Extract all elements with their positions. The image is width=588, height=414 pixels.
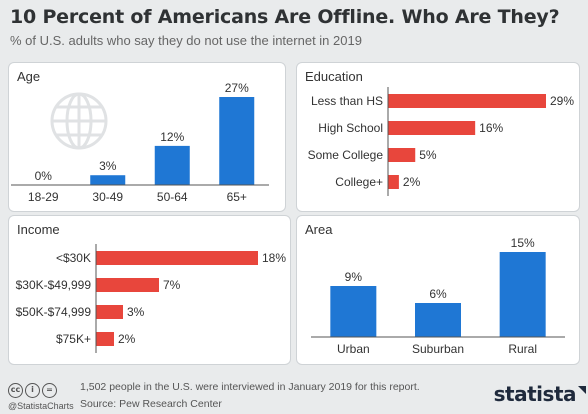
value-label: 3% bbox=[99, 159, 117, 173]
statista-handle[interactable]: @StatistaCharts bbox=[8, 401, 74, 411]
statista-logo-mark bbox=[578, 386, 586, 394]
value-label: 3% bbox=[127, 305, 145, 319]
category-label: Less than HS bbox=[311, 94, 383, 108]
value-label: 27% bbox=[225, 81, 249, 95]
bar bbox=[330, 286, 377, 337]
bar bbox=[154, 145, 190, 185]
bar bbox=[388, 175, 399, 189]
globe-icon bbox=[50, 92, 108, 150]
cc-icon[interactable]: cc bbox=[8, 383, 23, 398]
value-label: 2% bbox=[118, 332, 136, 346]
footer: cc i = @StatistaCharts 1,502 people in the… bbox=[0, 372, 588, 414]
category-label: 30-49 bbox=[92, 190, 123, 204]
source-text: Source: Pew Research Center bbox=[80, 398, 222, 410]
panel-title-income: Income bbox=[17, 222, 60, 237]
value-label: 16% bbox=[479, 121, 503, 135]
category-label: $75K+ bbox=[56, 332, 91, 346]
license-icons: cc i = bbox=[8, 379, 59, 398]
income-panel: Income <$30K 18% $30K-$49,999 7% $50K-$74,99… bbox=[8, 215, 291, 365]
chart-subtitle: % of U.S. adults who say they do not use… bbox=[10, 33, 362, 48]
area-panel: Area 9% Urban 6% Suburban 15% Rural bbox=[296, 215, 580, 365]
bar bbox=[96, 278, 159, 292]
statista-logo[interactable]: statista bbox=[493, 382, 577, 406]
survey-note: 1,502 people in the U.S. were interviewe… bbox=[80, 381, 420, 393]
panel-title-age: Age bbox=[17, 69, 41, 84]
category-label: 50-64 bbox=[157, 190, 188, 204]
bar bbox=[388, 94, 546, 108]
bar bbox=[96, 332, 114, 346]
bar bbox=[499, 252, 546, 337]
info-icon[interactable]: i bbox=[25, 383, 40, 398]
equals-icon[interactable]: = bbox=[42, 383, 57, 398]
education-panel: Education Less than HS 29% High School 16% S… bbox=[296, 62, 580, 212]
chart-title: 10 Percent of Americans Are Offline. Who… bbox=[10, 6, 560, 28]
category-label: College+ bbox=[335, 175, 383, 189]
bar bbox=[90, 175, 126, 185]
category-label: $30K-$49,999 bbox=[16, 278, 92, 292]
bar bbox=[415, 303, 461, 337]
income-chart: <$30K 18% $30K-$49,999 7% $50K-$74,999 3% $75K… bbox=[16, 244, 286, 353]
bar bbox=[219, 97, 255, 185]
bar bbox=[96, 305, 123, 319]
bar bbox=[388, 148, 416, 162]
value-label: 7% bbox=[163, 278, 181, 292]
value-label: 18% bbox=[262, 251, 286, 265]
bar bbox=[96, 251, 258, 265]
area-chart: 9% Urban 6% Suburban 15% Rural bbox=[311, 236, 565, 356]
value-label: 15% bbox=[511, 236, 535, 250]
age-panel: Age 0% 18-29 3% 30-49 12% 50-64 27% 65+ bbox=[8, 62, 286, 212]
category-label: High School bbox=[318, 121, 383, 135]
category-label: Suburban bbox=[412, 342, 464, 356]
value-label: 5% bbox=[419, 148, 437, 162]
bar bbox=[388, 121, 476, 135]
category-label: Some College bbox=[308, 148, 384, 162]
panel-title-area: Area bbox=[305, 222, 333, 237]
value-label: 12% bbox=[160, 130, 184, 144]
category-label: 65+ bbox=[227, 190, 247, 204]
value-label: 9% bbox=[345, 270, 363, 284]
category-label: Urban bbox=[337, 342, 370, 356]
panel-title-education: Education bbox=[305, 69, 363, 84]
value-label: 29% bbox=[550, 94, 574, 108]
category-label: <$30K bbox=[56, 251, 91, 265]
category-label: Rural bbox=[508, 342, 537, 356]
age-chart: 0% 18-29 3% 30-49 12% 50-64 27% 65+ bbox=[11, 81, 269, 204]
value-label: 0% bbox=[35, 169, 53, 183]
value-label: 2% bbox=[403, 175, 421, 189]
value-label: 6% bbox=[429, 287, 447, 301]
education-chart: Less than HS 29% High School 16% Some Colleg… bbox=[308, 87, 574, 196]
category-label: 18-29 bbox=[28, 190, 59, 204]
category-label: $50K-$74,999 bbox=[16, 305, 92, 319]
